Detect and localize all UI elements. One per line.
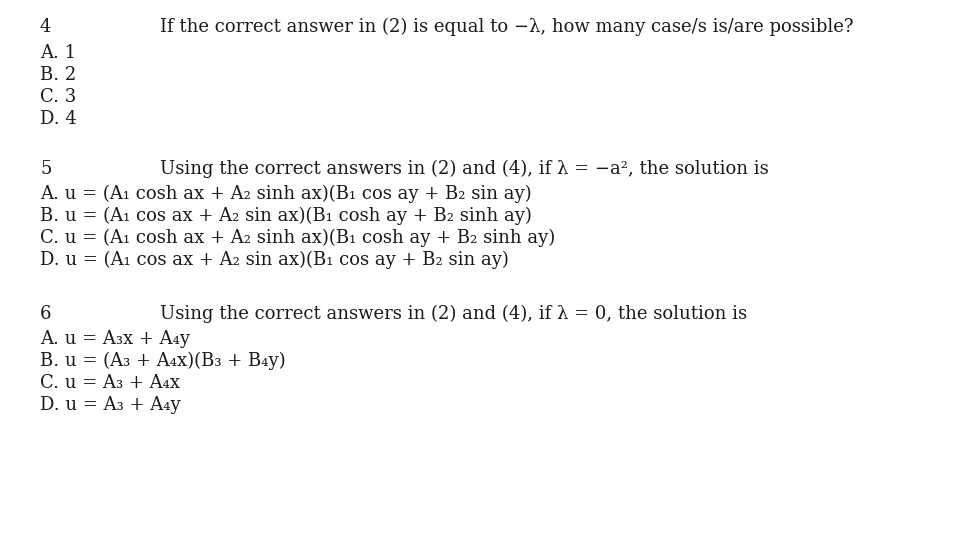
Text: B. u = (A₁ cos ax + A₂ sin ax)(B₁ cosh ay + B₂ sinh ay): B. u = (A₁ cos ax + A₂ sin ax)(B₁ cosh a… (40, 207, 532, 225)
Text: A. u = A₃x + A₄y: A. u = A₃x + A₄y (40, 330, 190, 348)
Text: B. 2: B. 2 (40, 66, 77, 84)
Text: If the correct answer in (2) is equal to −λ, how many case/s is/are possible?: If the correct answer in (2) is equal to… (160, 18, 854, 36)
Text: Using the correct answers in (2) and (4), if λ = −a², the solution is: Using the correct answers in (2) and (4)… (160, 160, 768, 178)
Text: C. 3: C. 3 (40, 88, 77, 106)
Text: B. u = (A₃ + A₄x)(B₃ + B₄y): B. u = (A₃ + A₄x)(B₃ + B₄y) (40, 352, 285, 370)
Text: D. 4: D. 4 (40, 110, 77, 128)
Text: Using the correct answers in (2) and (4), if λ = 0, the solution is: Using the correct answers in (2) and (4)… (160, 305, 747, 323)
Text: D. u = A₃ + A₄y: D. u = A₃ + A₄y (40, 396, 181, 414)
Text: C. u = (A₁ cosh ax + A₂ sinh ax)(B₁ cosh ay + B₂ sinh ay): C. u = (A₁ cosh ax + A₂ sinh ax)(B₁ cosh… (40, 229, 555, 247)
Text: A. 1: A. 1 (40, 44, 77, 62)
Text: 5: 5 (40, 160, 52, 178)
Text: D. u = (A₁ cos ax + A₂ sin ax)(B₁ cos ay + B₂ sin ay): D. u = (A₁ cos ax + A₂ sin ax)(B₁ cos ay… (40, 251, 509, 269)
Text: C. u = A₃ + A₄x: C. u = A₃ + A₄x (40, 374, 180, 392)
Text: 4: 4 (40, 18, 52, 36)
Text: 6: 6 (40, 305, 52, 323)
Text: A. u = (A₁ cosh ax + A₂ sinh ax)(B₁ cos ay + B₂ sin ay): A. u = (A₁ cosh ax + A₂ sinh ax)(B₁ cos … (40, 185, 532, 203)
